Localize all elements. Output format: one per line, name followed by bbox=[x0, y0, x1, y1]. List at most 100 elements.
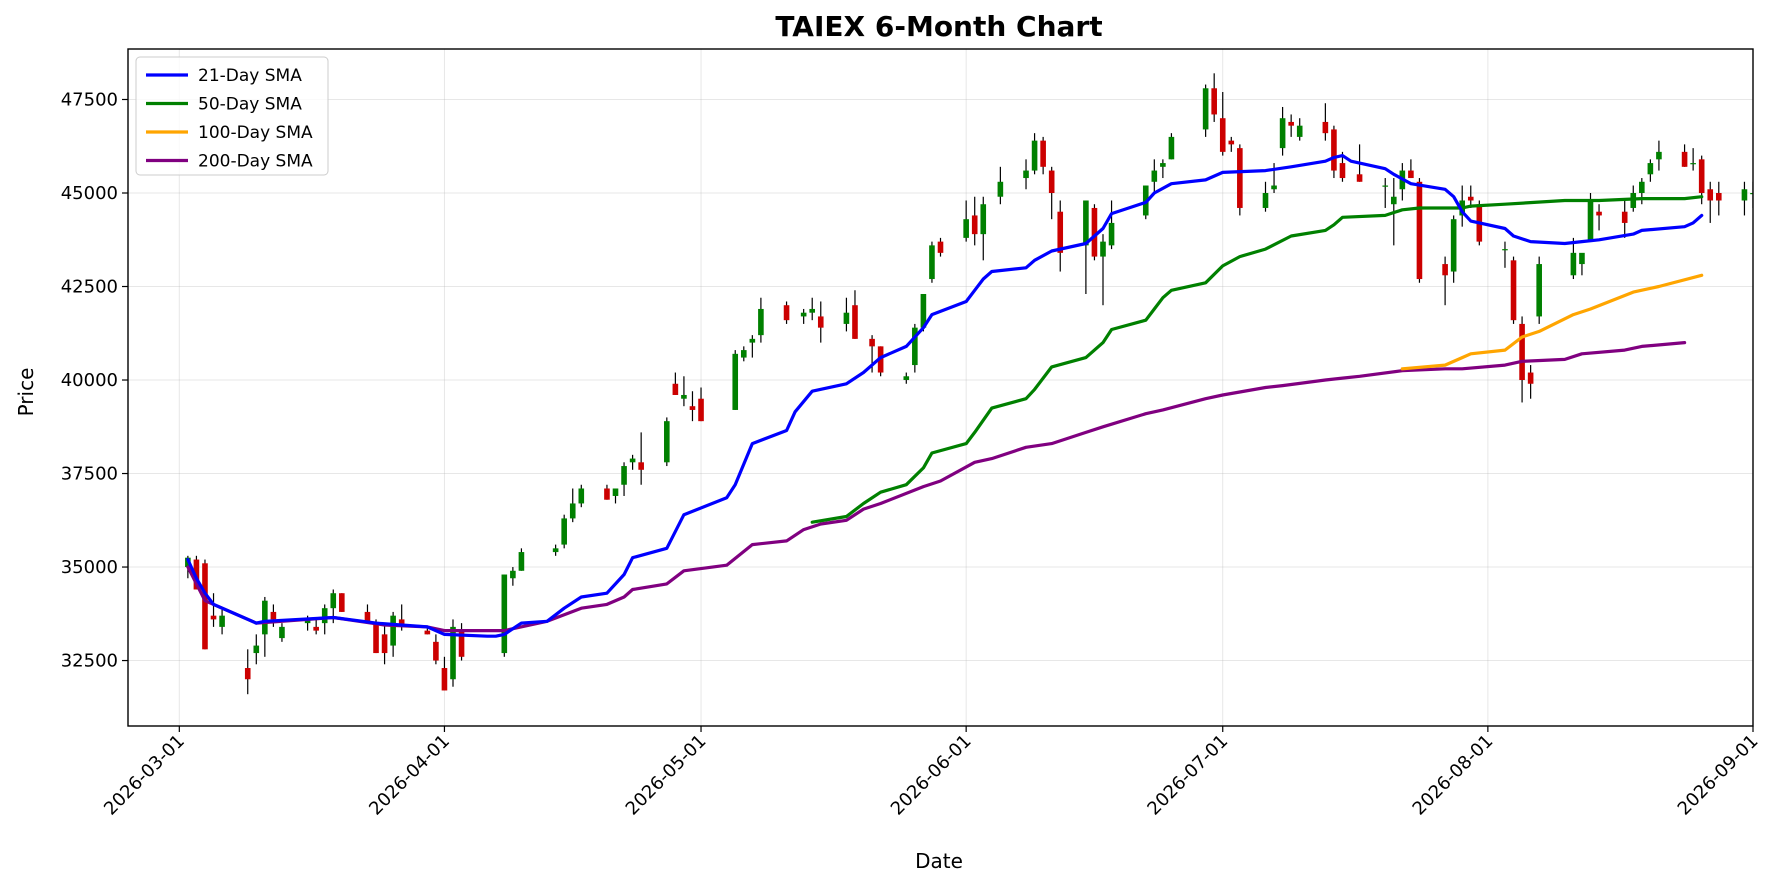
candle-body-down bbox=[433, 641, 439, 661]
candle-body-down bbox=[638, 462, 644, 470]
candle-body-down bbox=[1596, 211, 1602, 216]
candle-body-down bbox=[424, 630, 431, 635]
candle-body-down bbox=[1621, 211, 1628, 223]
candle-body-up bbox=[390, 615, 396, 646]
y-tick-label: 45000 bbox=[61, 183, 118, 204]
chart-title: TAIEX 6-Month Chart bbox=[775, 10, 1102, 43]
candle-body-down bbox=[1527, 372, 1534, 384]
candle bbox=[1416, 178, 1423, 283]
candle-body-down bbox=[869, 338, 875, 347]
candle-body-down bbox=[202, 563, 208, 650]
candle bbox=[963, 200, 969, 242]
candle-body-up bbox=[1202, 88, 1209, 130]
candle bbox=[1031, 133, 1038, 175]
candle bbox=[809, 297, 816, 321]
candle-body-up bbox=[1639, 181, 1645, 194]
candle-body-down bbox=[1698, 159, 1705, 194]
candle-body-up bbox=[219, 615, 225, 627]
candle-body-up bbox=[758, 308, 764, 336]
candle-body-up bbox=[1647, 163, 1654, 175]
candle bbox=[1237, 144, 1243, 216]
candle bbox=[672, 372, 679, 395]
candle-body-up bbox=[304, 619, 311, 624]
candle bbox=[1408, 159, 1414, 179]
candle-body-down bbox=[1048, 170, 1055, 194]
candle bbox=[937, 237, 944, 257]
candle bbox=[1322, 103, 1329, 141]
candle bbox=[1707, 181, 1714, 223]
candle bbox=[612, 488, 619, 504]
candle bbox=[1288, 114, 1294, 137]
candle bbox=[210, 593, 217, 627]
candle-body-up bbox=[912, 327, 918, 366]
candle bbox=[852, 290, 858, 339]
candle-body-up bbox=[1168, 136, 1175, 160]
candle-body-up bbox=[1656, 151, 1662, 160]
candle bbox=[664, 417, 670, 467]
candle-body-down bbox=[1219, 118, 1226, 152]
candle bbox=[1741, 181, 1748, 216]
legend: 21-Day SMA 50-Day SMA 100-Day SMA 200-Day S… bbox=[135, 56, 329, 176]
candle-body-up bbox=[732, 353, 739, 410]
y-tick-label: 32500 bbox=[61, 651, 118, 672]
candle bbox=[313, 619, 319, 635]
candle-body-up bbox=[1390, 196, 1397, 205]
candle bbox=[244, 649, 251, 695]
candle-body-down bbox=[1040, 140, 1046, 167]
candle-body-up bbox=[1741, 189, 1748, 201]
candle-body-up bbox=[552, 548, 559, 553]
candle bbox=[1442, 256, 1448, 306]
candle-body-down bbox=[1228, 140, 1235, 145]
candle-body-up bbox=[903, 376, 910, 381]
candle bbox=[740, 346, 747, 362]
candle bbox=[1160, 159, 1166, 179]
candle-body-down bbox=[1519, 323, 1525, 381]
candle-body-down bbox=[1331, 129, 1337, 171]
candle bbox=[569, 488, 576, 523]
candle bbox=[1715, 181, 1722, 216]
legend-label: 21-Day SMA bbox=[198, 66, 302, 86]
candle-body-down bbox=[244, 668, 251, 680]
candle bbox=[1750, 181, 1753, 208]
candle-body-up bbox=[330, 593, 337, 609]
candle-body-up bbox=[621, 466, 627, 485]
candle bbox=[980, 196, 987, 261]
candle bbox=[783, 301, 790, 324]
candle bbox=[279, 623, 285, 642]
candle-body-down bbox=[1339, 163, 1346, 179]
y-tick-label: 47500 bbox=[61, 89, 118, 110]
candle-body-up bbox=[450, 626, 456, 680]
candle bbox=[1596, 204, 1602, 231]
plot-area bbox=[185, 73, 1753, 695]
candle bbox=[1570, 237, 1577, 280]
candle bbox=[912, 323, 918, 373]
candle bbox=[561, 514, 567, 549]
candle bbox=[689, 391, 696, 422]
candle bbox=[1108, 200, 1115, 250]
candle bbox=[1690, 148, 1696, 171]
candle bbox=[1083, 200, 1089, 294]
candle bbox=[1219, 92, 1226, 156]
candle bbox=[681, 376, 687, 407]
candle-body-up bbox=[1450, 219, 1457, 272]
candle-body-up bbox=[997, 181, 1004, 197]
candle-body-down bbox=[672, 383, 679, 395]
candle-body-up bbox=[629, 458, 636, 463]
candle-body-up bbox=[929, 245, 935, 280]
candle bbox=[510, 567, 516, 586]
candle-body-up bbox=[963, 219, 969, 238]
candle-body-down bbox=[971, 215, 978, 235]
candle-body-down bbox=[1288, 121, 1294, 126]
candle bbox=[1527, 365, 1534, 399]
candle bbox=[552, 544, 559, 556]
candle-body-up bbox=[1382, 185, 1389, 187]
candle bbox=[390, 611, 396, 657]
candle-body-up bbox=[809, 308, 816, 313]
candle-body-down bbox=[270, 611, 277, 620]
candle bbox=[758, 297, 764, 343]
candle-body-up bbox=[1279, 118, 1286, 149]
candle bbox=[1502, 241, 1508, 268]
candle-body-up bbox=[1108, 222, 1115, 246]
candle bbox=[1450, 215, 1457, 283]
